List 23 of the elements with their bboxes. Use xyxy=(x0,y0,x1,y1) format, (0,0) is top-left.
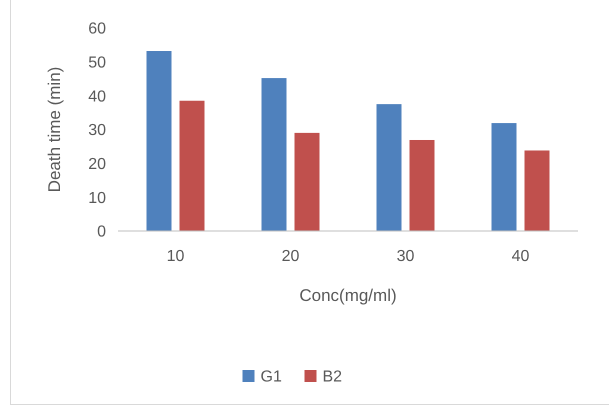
bar xyxy=(146,51,172,231)
x-axis-title: Conc(mg/ml) xyxy=(299,286,397,305)
y-tick-label: 30 xyxy=(88,122,106,140)
bar xyxy=(262,78,286,231)
x-tick-label: 20 xyxy=(282,248,300,265)
y-tick-label: 40 xyxy=(88,88,106,106)
bar xyxy=(180,100,204,231)
x-tick-label: 40 xyxy=(512,248,530,265)
y-tick-label: 60 xyxy=(88,20,106,38)
y-tick-label: 20 xyxy=(88,156,106,173)
x-tick-label: 30 xyxy=(396,248,414,265)
y-tick-label: 0 xyxy=(97,224,106,241)
y-tick-label: 10 xyxy=(88,190,106,207)
x-tick-label: 10 xyxy=(166,248,184,265)
bar xyxy=(524,150,550,231)
bar xyxy=(410,140,434,231)
legend-label: G1 xyxy=(260,368,282,386)
bar xyxy=(492,123,516,231)
bar xyxy=(294,132,320,231)
legend-label: B2 xyxy=(322,368,342,386)
y-axis-title: Death time (min) xyxy=(45,66,64,192)
y-tick-label: 50 xyxy=(88,54,106,72)
bar xyxy=(376,104,402,231)
